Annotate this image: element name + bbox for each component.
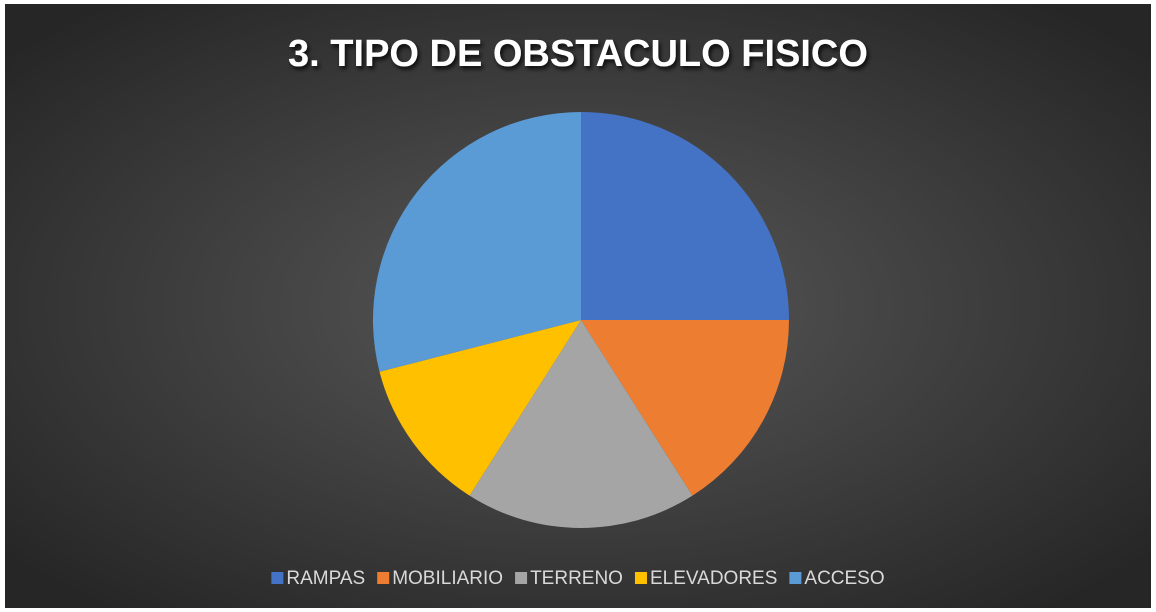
pie <box>373 112 789 528</box>
legend: RAMPAS MOBILIARIO TERRENO ELEVADORES ACCESO <box>271 568 885 589</box>
pie-slice <box>379 320 581 496</box>
legend-swatch <box>377 572 390 584</box>
legend-swatch <box>271 572 284 584</box>
legend-label: RAMPAS <box>286 568 365 589</box>
legend-label: TERRENO <box>530 568 623 589</box>
legend-label: MOBILIARIO <box>392 568 503 589</box>
legend-swatch <box>634 572 647 584</box>
legend-swatch <box>515 572 528 584</box>
pie-slice <box>581 320 789 496</box>
pie-slice <box>373 112 581 372</box>
legend-label: ELEVADORES <box>650 568 777 589</box>
legend-label: ACCESO <box>804 568 884 589</box>
chart-title: 3. TIPO DE OBSTACULO FISICO <box>288 33 868 75</box>
pie-slice <box>581 112 789 320</box>
pie-slice <box>469 320 693 528</box>
legend-swatch <box>789 572 802 584</box>
